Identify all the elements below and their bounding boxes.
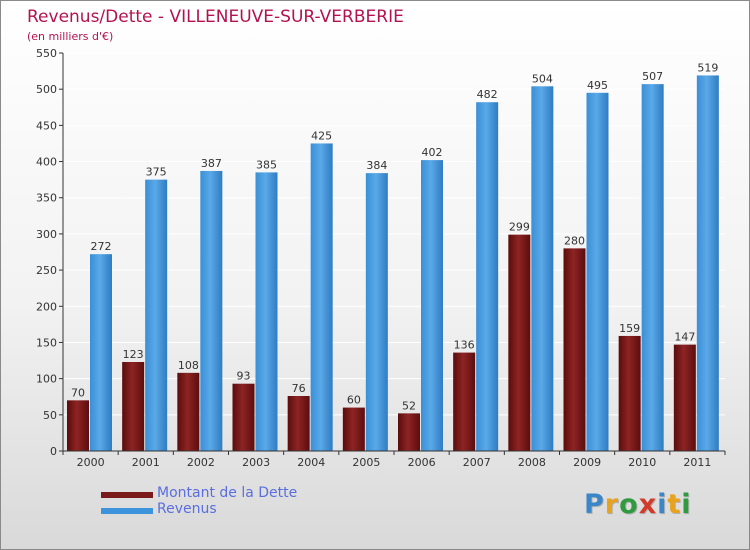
logo-letter: t: [667, 489, 682, 520]
legend-label-debt: Montant de la Dette: [157, 485, 298, 501]
y-tick-label: 500: [36, 83, 57, 96]
bar-revenue: [531, 86, 554, 452]
bar-revenue: [310, 143, 333, 452]
data-label: 52: [402, 399, 416, 412]
bar-debt: [122, 361, 145, 451]
y-tick-label: 50: [43, 409, 57, 422]
bar-revenue: [476, 102, 499, 451]
data-label: 272: [91, 240, 112, 253]
data-label: 384: [366, 159, 387, 172]
data-label: 108: [178, 359, 199, 372]
y-tick-label: 400: [36, 156, 57, 169]
y-tick-label: 550: [36, 47, 57, 60]
bar-debt: [342, 407, 365, 451]
bar-revenue: [586, 92, 609, 452]
x-tick-label: 2009: [573, 456, 601, 469]
data-label: 402: [422, 146, 443, 159]
logo-letter: P: [584, 489, 605, 520]
bar-debt: [287, 396, 310, 451]
data-label: 159: [619, 322, 640, 335]
bar-debt: [177, 372, 200, 451]
logo-letter: i: [681, 489, 692, 520]
data-label: 60: [347, 394, 361, 407]
legend-swatch-revenue: [101, 508, 153, 514]
logo-letter: x: [638, 489, 658, 520]
gridlines: [63, 52, 725, 452]
legend-label-revenue: Revenus: [157, 501, 217, 517]
x-tick-label: 2006: [408, 456, 436, 469]
y-tick-label: 350: [36, 192, 57, 205]
x-tick-label: 2004: [297, 456, 325, 469]
data-label: 136: [454, 339, 475, 352]
bar-debt: [563, 248, 586, 451]
x-tick-label: 2007: [463, 456, 491, 469]
x-tick-label: 2001: [132, 456, 160, 469]
bar-revenue: [421, 160, 443, 451]
data-label: 495: [587, 79, 608, 92]
data-label: 280: [564, 234, 585, 247]
x-tick-label: 2008: [518, 456, 546, 469]
data-label: 425: [311, 129, 332, 142]
bars: [67, 75, 719, 452]
chart-subtitle: (en milliers d'€): [27, 30, 114, 43]
data-label: 299: [509, 221, 530, 234]
data-label: 123: [123, 348, 144, 361]
chart-title: Revenus/Dette - VILLENEUVE-SUR-VERBERIE: [27, 7, 404, 27]
bar-debt: [618, 335, 641, 451]
data-label: 504: [532, 72, 553, 85]
data-label: 147: [674, 331, 695, 344]
bar-debt: [232, 383, 255, 451]
data-label: 70: [71, 386, 85, 399]
bar-revenue: [696, 75, 719, 451]
y-tick-label: 250: [36, 264, 57, 277]
y-tick-label: 0: [50, 445, 57, 458]
y-tick-label: 200: [36, 300, 57, 313]
data-label: 385: [256, 158, 277, 171]
bar-debt: [398, 413, 420, 451]
y-tick-label: 100: [36, 373, 57, 386]
y-tick-label: 300: [36, 228, 57, 241]
proxiti-logo: Proxiti: [584, 489, 692, 520]
bar-revenue: [255, 172, 278, 451]
logo-letter: r: [604, 489, 620, 520]
bar-revenue: [641, 84, 664, 451]
logo-letter: o: [619, 489, 639, 520]
x-tick-label: 2003: [242, 456, 270, 469]
bar-revenue: [90, 254, 112, 451]
data-label: 375: [146, 166, 167, 179]
x-tick-label: 2010: [628, 456, 656, 469]
x-axis-ticks: 2000 2001 2002 2003 2004 2005 2006 2007 2008 2009…: [62, 451, 726, 469]
bar-debt: [453, 352, 476, 451]
bar-debt: [67, 400, 89, 451]
data-label: 387: [201, 157, 222, 170]
bar-debt: [508, 234, 531, 451]
x-tick-label: 2011: [683, 456, 711, 469]
data-label: 507: [642, 70, 663, 83]
y-axis-ticks: 0 50 100 150 200 250 300 350 400 450 500 550: [36, 47, 63, 458]
data-labels: 70 272 123 375 108 387 93 385 76 425 60 384 52 402 136…: [71, 61, 718, 412]
x-tick-label: 2002: [187, 456, 215, 469]
bar-revenue: [145, 179, 168, 452]
x-tick-label: 2005: [352, 456, 380, 469]
data-label: 482: [477, 88, 498, 101]
y-tick-label: 150: [36, 336, 57, 349]
data-label: 76: [292, 382, 306, 395]
x-tick-label: 2000: [77, 456, 105, 469]
bar-revenue: [365, 173, 388, 451]
y-tick-label: 450: [36, 119, 57, 132]
bar-debt: [673, 344, 696, 451]
data-label: 93: [237, 370, 251, 383]
logo-letter: i: [657, 489, 668, 520]
legend-swatch-debt: [101, 492, 153, 498]
bar-revenue: [200, 170, 223, 451]
data-label: 519: [697, 61, 718, 74]
